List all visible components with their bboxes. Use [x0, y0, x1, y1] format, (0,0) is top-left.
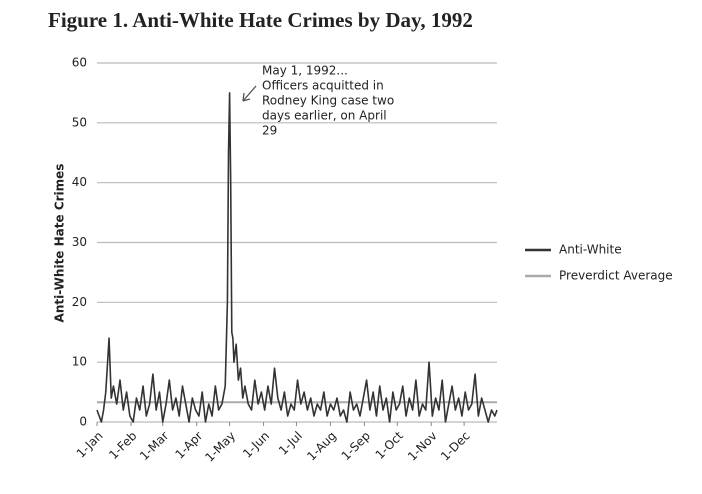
x-tick-label: 1-Jan [74, 429, 106, 461]
series-line [96, 92, 498, 423]
y-tick-label: 10 [72, 355, 87, 369]
y-tick-label: 40 [72, 175, 87, 189]
x-tick-label: 1-Oct [373, 428, 406, 461]
x-tick-label: 1-Aug [304, 429, 339, 464]
annotation: May 1, 1992... Officers acquitted in Rod… [242, 64, 394, 138]
annotation-line: Rodney King case two [262, 94, 394, 108]
y-tick-label: 30 [72, 235, 87, 249]
legend-label: Preverdict Average [559, 269, 673, 283]
y-tick-label: 50 [72, 115, 87, 129]
y-tick-label: 0 [79, 415, 87, 429]
annotation-line: Officers acquitted in [262, 79, 384, 93]
legend-label: Anti-White [559, 243, 622, 257]
x-tick-label: 1-May [202, 429, 238, 465]
annotation-line: days earlier, on April [262, 109, 387, 123]
x-tick-label: 1-Dec [438, 429, 473, 464]
x-tick-label: 1-Jul [276, 429, 305, 458]
x-tick-label: 1-Nov [405, 429, 440, 464]
x-tick-label: 1-Mar [137, 429, 171, 463]
annotation-line: 29 [262, 124, 277, 138]
x-tick-label: 1-Feb [106, 429, 139, 462]
annotation-line: May 1, 1992... [262, 64, 348, 78]
chart-title: Figure 1. Anti-White Hate Crimes by Day,… [48, 8, 473, 32]
y-tick-label: 60 [72, 56, 87, 70]
x-tick-label: 1-Apr [172, 429, 205, 462]
annotation-arrow [242, 85, 257, 102]
y-tick-label: 20 [72, 295, 87, 309]
x-tick-label: 1-Sep [339, 429, 373, 463]
x-tick-label: 1-Jun [240, 429, 272, 461]
y-axis-label: Anti-White Hate Crimes [53, 164, 67, 323]
